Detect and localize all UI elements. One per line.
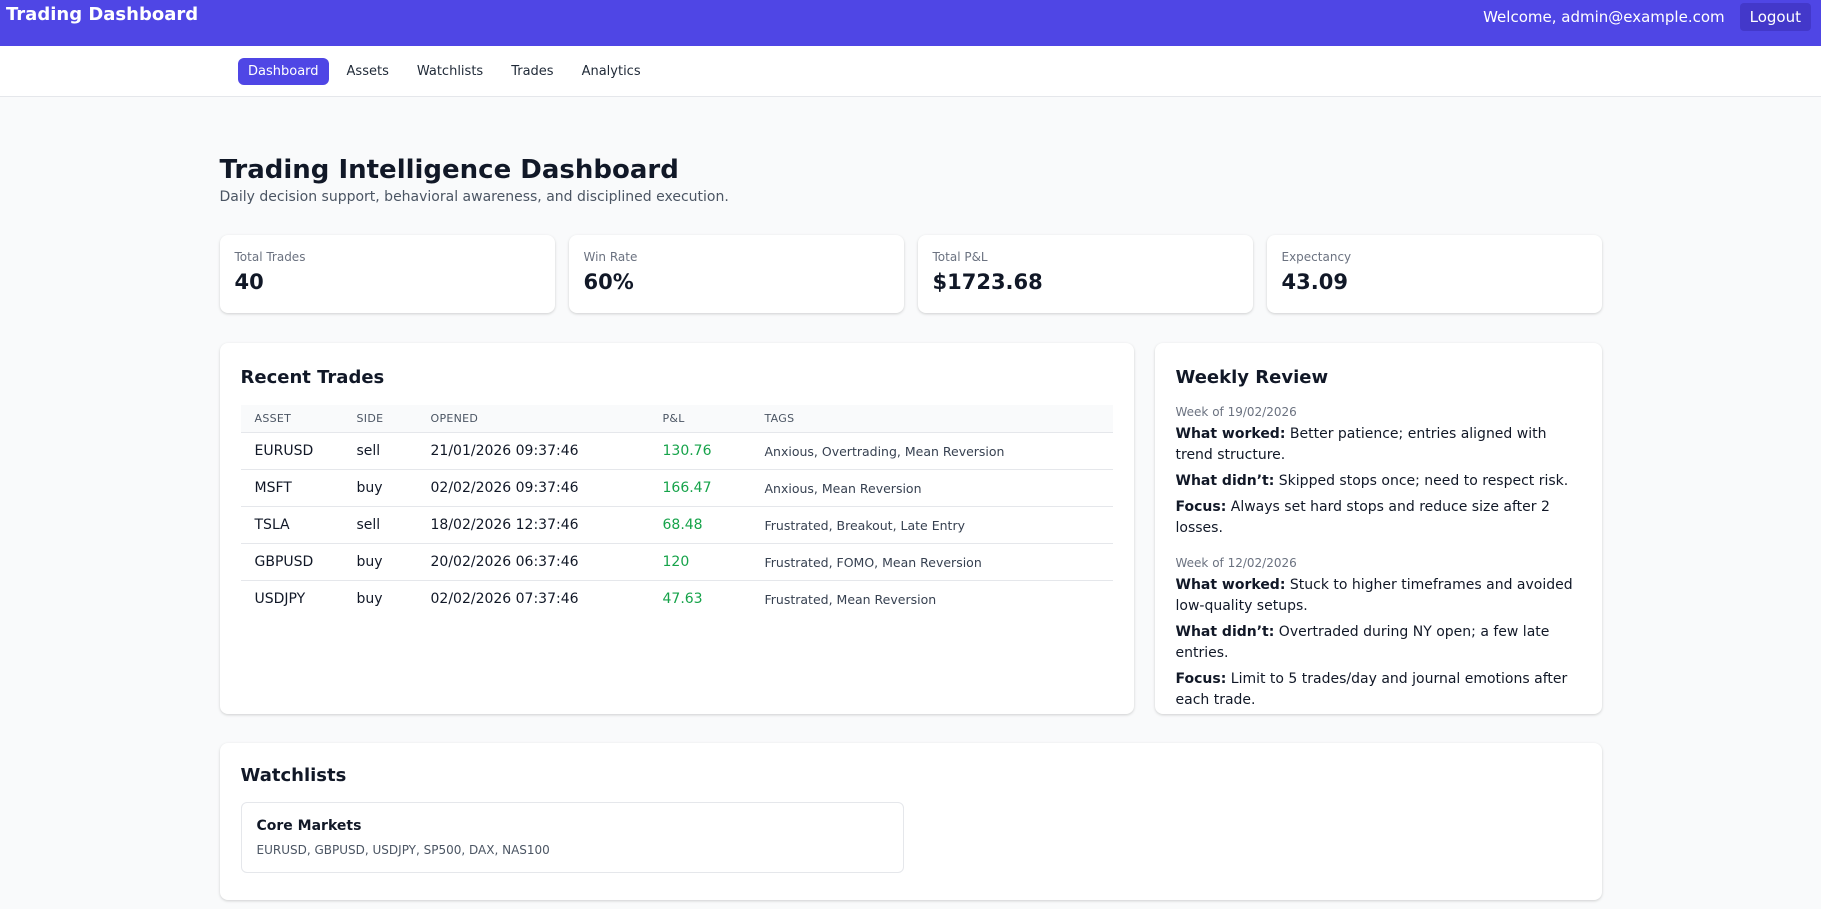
- watchlists-card: Watchlists Core Markets EURUSD, GBPUSD, …: [219, 743, 1602, 900]
- stat-card-total-trades: Total Trades 40: [219, 235, 555, 313]
- table-row[interactable]: TSLA sell 18/02/2026 12:37:46 68.48 Frus…: [240, 506, 1113, 544]
- week-label: Week of 12/02/2026: [1175, 556, 1297, 570]
- watchlist-name: Core Markets: [256, 818, 362, 834]
- cell-opened: 18/02/2026 12:37:46: [416, 506, 649, 544]
- cell-side: buy: [342, 543, 417, 581]
- cell-tags: Frustrated, Breakout, Late Entry: [750, 506, 1113, 544]
- nav-item-trades[interactable]: Trades: [511, 63, 554, 79]
- brand-title[interactable]: Trading Dashboard: [6, 4, 199, 25]
- review-focus-label: Focus:: [1175, 499, 1227, 515]
- review-worked-text: Better patience; entries aligned with tr…: [1175, 426, 1547, 463]
- column-header-tags: TAGS: [750, 405, 1113, 433]
- table-row[interactable]: GBPUSD buy 20/02/2026 06:37:46 120 Frust…: [240, 543, 1113, 581]
- cell-pnl: 47.63: [648, 580, 751, 618]
- stat-value: 43.09: [1281, 270, 1348, 294]
- table-row[interactable]: MSFT buy 02/02/2026 09:37:46 166.47 Anxi…: [240, 469, 1113, 507]
- review-week: Week of 12/02/2026 What worked: Stuck to…: [1176, 556, 1581, 711]
- review-focus-label: Focus:: [1175, 671, 1227, 687]
- cell-asset: GBPUSD: [240, 543, 343, 581]
- middle-row: Recent Trades ASSET SIDE OPENED P&L TAGS…: [219, 343, 1602, 714]
- stat-value: 60%: [583, 270, 634, 294]
- page-subtitle: Daily decision support, behavioral aware…: [219, 189, 729, 205]
- stat-value: 40: [234, 270, 264, 294]
- weekly-review-title: Weekly Review: [1175, 367, 1329, 388]
- table-row[interactable]: EURUSD sell 21/01/2026 09:37:46 130.76 A…: [240, 432, 1113, 470]
- review-worked-text: Stuck to higher timeframes and avoided l…: [1175, 577, 1573, 614]
- recent-trades-title: Recent Trades: [240, 367, 385, 388]
- page-title: Trading Intelligence Dashboard: [219, 155, 679, 185]
- nav-item-dashboard[interactable]: Dashboard: [238, 57, 329, 85]
- cell-asset: MSFT: [240, 469, 343, 507]
- review-didnt-label: What didn’t:: [1175, 624, 1275, 640]
- welcome-text: Welcome, admin@example.com: [1483, 8, 1725, 26]
- cell-pnl: 68.48: [648, 506, 751, 544]
- review-didnt: What didn’t: Skipped stops once; need to…: [1176, 471, 1581, 492]
- logout-button[interactable]: Logout: [1739, 3, 1811, 31]
- review-didnt: What didn’t: Overtraded during NY open; …: [1176, 622, 1581, 664]
- review-week: Week of 19/02/2026 What worked: Better p…: [1176, 405, 1581, 539]
- cell-asset: EURUSD: [240, 432, 343, 470]
- nav-item-watchlists[interactable]: Watchlists: [416, 63, 484, 79]
- review-didnt-label: What didn’t:: [1175, 473, 1275, 489]
- review-focus: Focus: Always set hard stops and reduce …: [1176, 497, 1581, 539]
- review-didnt-text: Skipped stops once; need to respect risk…: [1278, 473, 1569, 489]
- recent-trades-card: Recent Trades ASSET SIDE OPENED P&L TAGS…: [219, 343, 1134, 714]
- review-worked: What worked: Better patience; entries al…: [1176, 424, 1581, 466]
- main-content: Trading Intelligence Dashboard Daily dec…: [219, 97, 1602, 900]
- stat-card-win-rate: Win Rate 60%: [568, 235, 904, 313]
- cell-opened: 02/02/2026 07:37:46: [416, 580, 649, 618]
- stat-label: Total Trades: [234, 250, 306, 264]
- table-row[interactable]: USDJPY buy 02/02/2026 07:37:46 47.63 Fru…: [240, 580, 1113, 618]
- column-header-asset: ASSET: [240, 405, 343, 433]
- cell-opened: 21/01/2026 09:37:46: [416, 432, 649, 470]
- nav-item-assets[interactable]: Assets: [346, 63, 389, 79]
- cell-tags: Anxious, Mean Reversion: [750, 469, 1113, 507]
- cell-pnl: 120: [648, 543, 751, 581]
- stat-label: Expectancy: [1281, 250, 1352, 264]
- cell-pnl: 130.76: [648, 432, 751, 470]
- table-header-row: ASSET SIDE OPENED P&L TAGS: [240, 405, 1113, 433]
- column-header-side: SIDE: [342, 405, 417, 433]
- main-nav: Dashboard Assets Watchlists Trades Analy…: [0, 46, 1821, 97]
- cell-side: sell: [342, 506, 417, 544]
- watchlists-title: Watchlists: [240, 765, 347, 786]
- cell-tags: Frustrated, FOMO, Mean Reversion: [750, 543, 1113, 581]
- cell-side: buy: [342, 580, 417, 618]
- cell-tags: Anxious, Overtrading, Mean Reversion: [750, 432, 1113, 470]
- cell-side: sell: [342, 432, 417, 470]
- top-bar: Trading Dashboard Welcome, admin@example…: [0, 0, 1821, 46]
- stat-card-total-pnl: Total P&L $1723.68: [917, 235, 1253, 313]
- review-worked: What worked: Stuck to higher timeframes …: [1176, 575, 1581, 617]
- cell-pnl: 166.47: [648, 469, 751, 507]
- column-header-pnl: P&L: [648, 405, 751, 433]
- watchlist-assets: EURUSD, GBPUSD, USDJPY, SP500, DAX, NAS1…: [256, 843, 550, 857]
- cell-side: buy: [342, 469, 417, 507]
- cell-opened: 20/02/2026 06:37:46: [416, 543, 649, 581]
- stat-value: $1723.68: [932, 270, 1043, 294]
- watchlist-item[interactable]: Core Markets EURUSD, GBPUSD, USDJPY, SP5…: [240, 802, 904, 873]
- week-label: Week of 19/02/2026: [1175, 405, 1297, 419]
- review-focus-text: Limit to 5 trades/day and journal emotio…: [1175, 671, 1568, 708]
- weekly-review-card: Weekly Review Week of 19/02/2026 What wo…: [1154, 343, 1602, 714]
- stats-row: Total Trades 40 Win Rate 60% Total P&L $…: [219, 235, 1602, 313]
- cell-opened: 02/02/2026 09:37:46: [416, 469, 649, 507]
- review-worked-label: What worked:: [1175, 577, 1286, 593]
- user-area: Welcome, admin@example.com Logout: [1483, 3, 1811, 31]
- nav-item-analytics[interactable]: Analytics: [581, 63, 641, 79]
- review-worked-label: What worked:: [1175, 426, 1286, 442]
- cell-tags: Frustrated, Mean Reversion: [750, 580, 1113, 618]
- cell-asset: TSLA: [240, 506, 343, 544]
- stat-label: Total P&L: [932, 250, 988, 264]
- column-header-opened: OPENED: [416, 405, 649, 433]
- stat-card-expectancy: Expectancy 43.09: [1266, 235, 1602, 313]
- review-focus: Focus: Limit to 5 trades/day and journal…: [1176, 669, 1581, 711]
- review-didnt-text: Overtraded during NY open; a few late en…: [1175, 624, 1550, 661]
- review-focus-text: Always set hard stops and reduce size af…: [1175, 499, 1550, 536]
- cell-asset: USDJPY: [240, 580, 343, 618]
- stat-label: Win Rate: [583, 250, 638, 264]
- recent-trades-table: ASSET SIDE OPENED P&L TAGS EURUSD sell 2…: [240, 405, 1113, 618]
